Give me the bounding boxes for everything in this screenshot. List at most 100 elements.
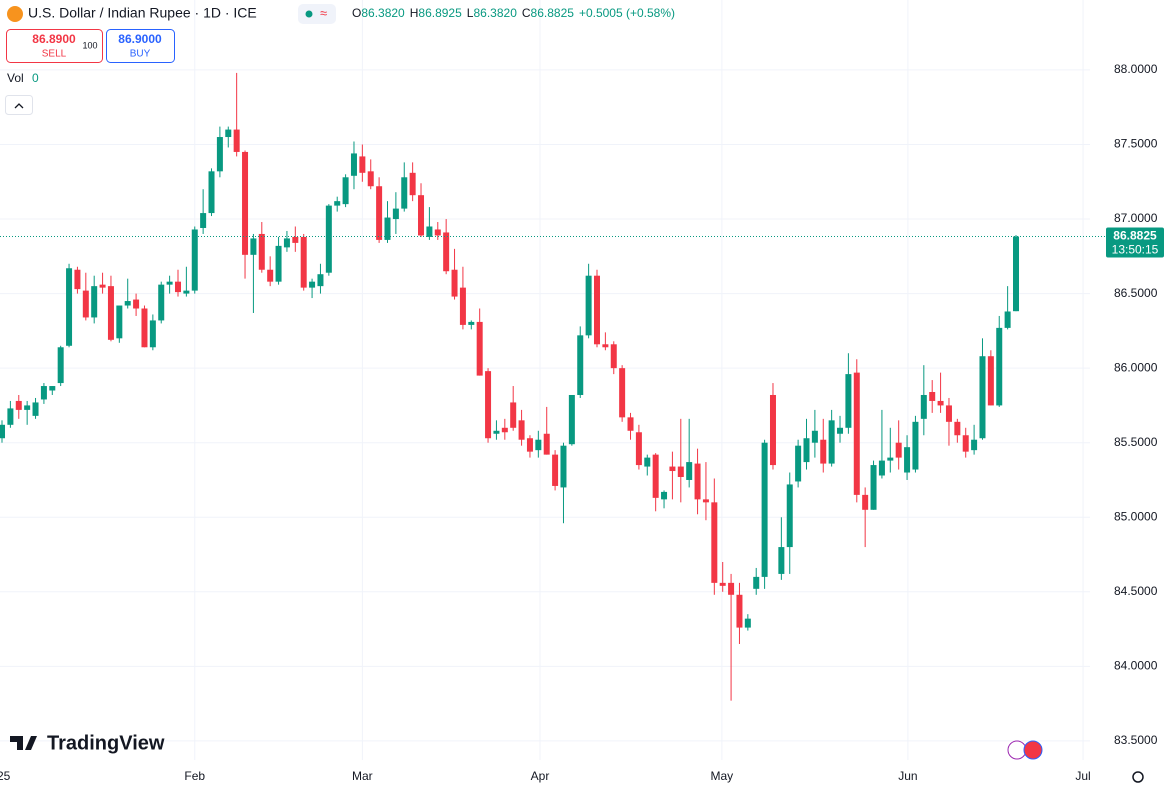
candle-body xyxy=(468,321,475,325)
candle-body xyxy=(744,618,751,628)
candle-body xyxy=(845,374,852,428)
countdown: 13:50:15 xyxy=(1112,243,1159,257)
candle-body xyxy=(795,445,802,482)
candle-body xyxy=(418,195,425,236)
y-tick-label: 84.0000 xyxy=(1114,659,1158,673)
candle-body xyxy=(904,447,911,473)
candle-body xyxy=(409,172,416,196)
candle-body xyxy=(652,454,659,498)
event-icon[interactable] xyxy=(1007,740,1027,760)
candle-body xyxy=(334,201,341,206)
candle-body xyxy=(325,205,332,273)
candle-body xyxy=(962,435,969,452)
sell-button[interactable] xyxy=(6,29,103,63)
candle-body xyxy=(82,290,89,318)
candle-body xyxy=(728,582,735,595)
candle-body xyxy=(384,217,391,240)
buy-button[interactable] xyxy=(106,29,175,63)
candle-body xyxy=(493,430,500,434)
candle-body xyxy=(895,442,902,458)
candle-body xyxy=(778,547,785,574)
candle-body xyxy=(350,153,357,176)
status-dot xyxy=(305,10,313,18)
candle-body xyxy=(258,233,265,270)
ohlc-label: O xyxy=(352,6,361,20)
y-tick-label: 87.0000 xyxy=(1114,211,1158,225)
x-tick-label: Apr xyxy=(531,769,550,783)
volume-label: Vol xyxy=(7,71,24,85)
sell-label: SELL xyxy=(42,49,67,60)
settings-icon[interactable] xyxy=(1132,771,1144,783)
candle-body xyxy=(769,394,776,466)
candle-body xyxy=(15,400,22,410)
candle-body xyxy=(711,502,718,583)
candle-body xyxy=(669,466,676,472)
candle-body xyxy=(124,301,131,306)
candle-body xyxy=(912,421,919,470)
quantity: 100 xyxy=(82,40,97,50)
candle-body xyxy=(443,232,450,272)
candle-body xyxy=(870,465,877,510)
candle-body xyxy=(459,287,466,325)
candle-body xyxy=(32,402,39,416)
y-tick-label: 85.0000 xyxy=(1114,509,1158,523)
candle-body xyxy=(342,177,349,205)
candle-body xyxy=(74,269,81,290)
ohlc-label: L xyxy=(467,6,474,20)
candle-body xyxy=(401,177,408,209)
candle-body xyxy=(426,226,433,237)
candle-body xyxy=(367,171,374,187)
ohlc-legend: O86.3820 H86.8925 L86.3820 C86.8825 +0.5005 … xyxy=(352,6,675,20)
candle-body xyxy=(191,229,198,291)
candle-body xyxy=(552,454,559,486)
candle-body xyxy=(208,171,215,214)
y-tick-label: 86.5000 xyxy=(1114,286,1158,300)
candle-body xyxy=(853,372,860,495)
candle-body xyxy=(828,420,835,464)
candle-body xyxy=(359,156,366,173)
candle-body xyxy=(526,438,533,452)
chart-title: U.S. Dollar / Indian Rupee · 1D · ICE xyxy=(28,5,257,21)
y-tick-label: 85.5000 xyxy=(1114,435,1158,449)
candle-body xyxy=(451,269,458,297)
candle-body xyxy=(376,186,383,240)
candle-body xyxy=(686,462,693,480)
candle-body xyxy=(987,356,994,406)
status-pill[interactable] xyxy=(298,4,336,24)
candle-body xyxy=(166,281,173,285)
buy-label: BUY xyxy=(130,49,151,60)
x-tick-label: May xyxy=(711,769,734,783)
flag-icon[interactable] xyxy=(1023,740,1043,760)
x-tick-label: Jun xyxy=(898,769,917,783)
chevron xyxy=(14,103,24,109)
x-tick-label: Feb xyxy=(184,769,205,783)
candle-body xyxy=(610,344,617,369)
candle-body xyxy=(837,427,844,434)
candle-body xyxy=(434,229,441,236)
candle-body xyxy=(40,386,47,400)
y-tick-label: 83.5000 xyxy=(1114,733,1158,747)
candle-body xyxy=(141,308,148,348)
candle-body xyxy=(133,299,140,309)
y-tick-label: 87.5000 xyxy=(1114,137,1158,151)
candle-body xyxy=(887,457,894,461)
candle-body xyxy=(803,438,810,463)
candle-body xyxy=(292,236,299,243)
candle-body xyxy=(702,499,709,503)
candle-body xyxy=(200,213,207,228)
candle-body xyxy=(979,356,986,439)
candle-body xyxy=(971,439,978,451)
candle-body xyxy=(267,269,274,282)
candle-body xyxy=(317,274,324,287)
y-tick-label: 86.0000 xyxy=(1114,360,1158,374)
candle-body xyxy=(7,408,14,425)
collapse-button[interactable] xyxy=(5,95,33,115)
candle-body xyxy=(476,321,483,376)
candle-body xyxy=(811,430,818,443)
candle-body xyxy=(250,238,257,255)
candle-body xyxy=(585,275,592,336)
candles xyxy=(0,72,1020,701)
candle-body xyxy=(954,421,961,436)
ohlc-label: H xyxy=(410,6,419,20)
